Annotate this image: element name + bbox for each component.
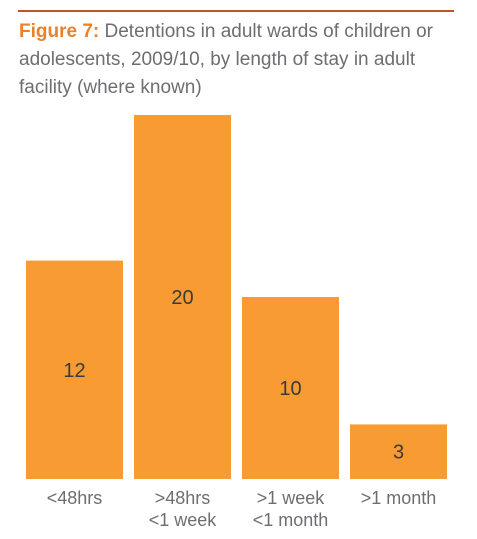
category-label-line: >1 week	[257, 488, 326, 508]
category-label-1: >48hrs <1 week	[149, 488, 218, 530]
figure-title-text: Detentions in adult wards of children or…	[19, 21, 433, 98]
bar-value-label-3: 3	[393, 442, 404, 464]
bar-value-label-2: 10	[279, 378, 301, 400]
bar-1	[134, 115, 231, 479]
title-rule	[18, 10, 454, 12]
category-label-3: >1 month	[361, 488, 437, 508]
bar-2	[242, 297, 339, 479]
category-label-line: <48hrs	[47, 488, 103, 508]
category-label-line: >1 month	[361, 488, 437, 508]
category-label-0: <48hrs	[47, 488, 103, 508]
bar-3	[350, 424, 447, 479]
value-labels-group: 12 20 10 3	[63, 287, 404, 464]
bar-0	[26, 260, 123, 479]
figure-label: Figure 7:	[19, 21, 100, 42]
bar-value-label-1: 20	[171, 287, 193, 309]
category-label-2: >1 week <1 month	[253, 488, 329, 530]
category-label-line: <1 month	[253, 510, 329, 530]
figure-title: Figure 7: Detentions in adult wards of c…	[19, 18, 459, 102]
bars-group	[26, 115, 447, 479]
category-label-line: <1 week	[149, 510, 218, 530]
category-labels-group: <48hrs >48hrs <1 week >1 week <1 month >1 mon…	[47, 488, 437, 530]
category-label-line: >48hrs	[155, 488, 211, 508]
bar-value-label-0: 12	[63, 360, 85, 382]
